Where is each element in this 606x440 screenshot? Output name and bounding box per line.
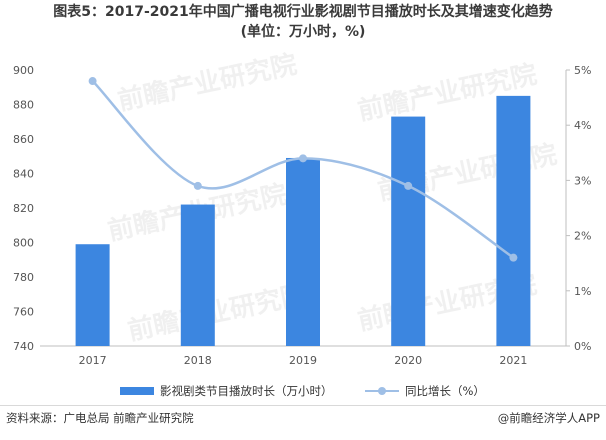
x-tick-label: 2019 xyxy=(289,354,317,367)
y-right-tick-label: 5% xyxy=(574,64,591,77)
y-right-tick-label: 2% xyxy=(574,230,591,243)
watermark-text: 前瞻产业研究院 xyxy=(115,49,299,117)
growth-point-2020 xyxy=(404,181,413,190)
growth-point-2018 xyxy=(193,181,202,190)
growth-point-2017 xyxy=(88,77,97,86)
legend-bar-label: 影视剧类节目播放时长（万小时） xyxy=(160,384,333,398)
title-line-2: (单位：万小时，%) xyxy=(240,24,366,40)
growth-point-2019 xyxy=(299,154,307,163)
bar-2018 xyxy=(180,204,215,346)
title-line-1: 图表5：2017-2021年中国广播电视行业影视剧节目播放时长及其增速变化趋势 xyxy=(53,4,553,20)
source-note: 资料来源：广电总局 前瞻产业研究院 xyxy=(6,411,194,425)
y-left-tick-label: 840 xyxy=(13,168,34,181)
legend-item-bar: 影视剧类节目播放时长（万小时） xyxy=(120,382,333,400)
y-left-tick-label: 880 xyxy=(13,99,34,112)
bar-2019 xyxy=(286,157,320,346)
y-left-tick-label: 860 xyxy=(13,133,34,146)
y-left-tick-label: 740 xyxy=(13,340,34,353)
bar-2020 xyxy=(391,116,426,346)
x-tick-label: 2018 xyxy=(184,354,212,367)
y-right-tick-label: 0% xyxy=(574,340,591,353)
legend-line-label: 同比增长（%） xyxy=(405,384,485,398)
y-left-tick-label: 800 xyxy=(13,237,34,250)
y-left-tick-label: 760 xyxy=(13,306,34,319)
legend-bar-swatch xyxy=(120,387,154,395)
y-right-tick-label: 3% xyxy=(574,174,591,187)
y-left-tick-label: 900 xyxy=(13,64,34,77)
legend-line-swatch xyxy=(365,387,399,395)
footer-divider xyxy=(0,405,606,406)
y-left-tick-label: 820 xyxy=(13,202,34,215)
y-left-tick-label: 780 xyxy=(13,271,34,284)
x-tick-label: 2017 xyxy=(79,354,107,367)
bar-2021 xyxy=(496,95,531,346)
x-tick-label: 2020 xyxy=(394,354,422,367)
legend: 影视剧类节目播放时长（万小时） 同比增长（%） xyxy=(120,382,540,400)
x-tick-label: 2021 xyxy=(499,354,527,367)
legend-item-line: 同比增长（%） xyxy=(365,382,485,400)
bar-2017 xyxy=(75,244,110,346)
credit-note: @前瞻经济学人APP xyxy=(497,411,600,425)
y-right-tick-label: 4% xyxy=(574,119,591,132)
chart-title: 图表5：2017-2021年中国广播电视行业影视剧节目播放时长及其增速变化趋势 … xyxy=(0,2,606,42)
y-right-tick-label: 1% xyxy=(574,285,591,298)
watermark-text: 前瞻产业研究院 xyxy=(125,279,309,347)
growth-point-2021 xyxy=(509,253,518,262)
